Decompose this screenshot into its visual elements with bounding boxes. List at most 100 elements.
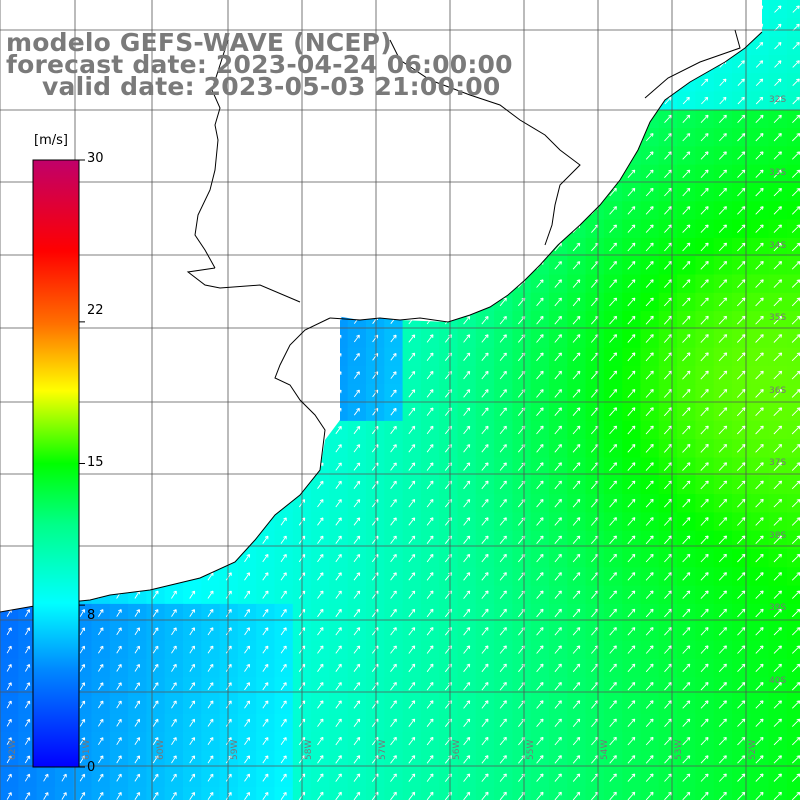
- wind-arrow: [609, 315, 618, 325]
- wind-cell: [786, 677, 800, 696]
- wind-arrow: [718, 169, 727, 179]
- wind-arrow: [609, 681, 617, 691]
- wind-arrow: [116, 663, 122, 672]
- wind-arrow: [682, 425, 691, 435]
- wind-arrow: [24, 755, 31, 764]
- wind-arrow: [755, 297, 764, 307]
- wind-arrow: [408, 462, 416, 471]
- wind-arrow: [481, 535, 489, 544]
- wind-arrow: [572, 755, 581, 764]
- wind-arrow: [572, 334, 581, 343]
- wind-arrow: [426, 462, 434, 471]
- wind-arrow: [353, 480, 361, 489]
- wind-arrow: [317, 553, 324, 563]
- wind-arrow: [664, 755, 672, 764]
- wind-arrow: [371, 480, 379, 489]
- wind-arrow: [463, 645, 471, 654]
- wind-arrow: [244, 572, 251, 581]
- wind-arrow: [426, 590, 434, 599]
- wind-arrow: [463, 535, 471, 544]
- wind-arrow: [335, 627, 342, 636]
- wind-arrow: [499, 681, 507, 691]
- wind-arrow: [353, 407, 360, 416]
- wind-arrow: [536, 425, 544, 435]
- wind-arrow: [554, 462, 562, 471]
- wind-arrow: [353, 773, 361, 782]
- wind-arrow: [481, 553, 489, 563]
- wind-arrow: [627, 773, 636, 782]
- wind-arrow: [627, 517, 636, 526]
- wind-arrow: [773, 279, 783, 288]
- wind-arrow: [664, 206, 672, 215]
- wind-arrow: [463, 517, 471, 526]
- longitude-label: 57W: [378, 740, 388, 760]
- wind-arrow: [335, 718, 342, 727]
- wind-arrow: [609, 535, 617, 545]
- wind-arrow: [755, 682, 764, 691]
- wind-arrow: [718, 462, 728, 471]
- wind-arrow: [645, 242, 654, 252]
- longitude-label: 61W: [82, 740, 92, 760]
- wind-arrow: [244, 773, 251, 782]
- wind-arrow: [390, 755, 397, 764]
- wind-arrow: [627, 443, 636, 453]
- wind-arrow: [335, 535, 342, 544]
- wind-arrow: [262, 718, 269, 727]
- wind-arrow: [463, 370, 471, 380]
- wind-cell: [786, 384, 800, 404]
- wind-arrow: [207, 737, 214, 746]
- wind-arrow: [481, 608, 489, 618]
- wind-arrow: [280, 682, 287, 691]
- wind-arrow: [773, 480, 783, 490]
- wind-arrow: [353, 334, 360, 343]
- wind-arrow: [317, 590, 324, 599]
- wind-arrow: [79, 718, 86, 727]
- wind-arrow: [609, 572, 617, 581]
- wind-arrow: [609, 462, 618, 471]
- wind-arrow: [773, 206, 782, 215]
- wind-arrow: [499, 663, 507, 673]
- wind-arrow: [773, 297, 783, 307]
- wind-arrow: [663, 425, 673, 435]
- wind-arrow: [700, 334, 709, 343]
- wind-arrow: [554, 700, 562, 709]
- wind-arrow: [280, 737, 287, 746]
- wind-arrow: [408, 498, 416, 508]
- wind-arrow: [481, 444, 489, 453]
- wind-cell: [786, 256, 800, 276]
- wind-arrow: [6, 645, 12, 654]
- wind-arrow: [116, 645, 122, 654]
- wind-arrow: [572, 553, 581, 563]
- wind-arrow: [426, 755, 434, 764]
- wind-arrow: [189, 773, 196, 782]
- wind-arrow: [152, 700, 159, 709]
- wind-arrow: [572, 261, 581, 270]
- wind-arrow: [755, 206, 764, 215]
- wind-arrow: [737, 517, 746, 526]
- wind-arrow: [280, 553, 287, 563]
- wind-arrow: [700, 517, 709, 526]
- wind-arrow: [645, 517, 654, 526]
- wind-arrow: [262, 535, 269, 544]
- wind-arrow: [682, 736, 691, 746]
- wind-arrow: [390, 517, 397, 526]
- wind-cell: [622, 786, 642, 800]
- wind-arrow: [682, 388, 691, 398]
- wind-arrow: [718, 736, 727, 746]
- wind-arrow: [609, 407, 618, 417]
- wind-arrow: [408, 755, 416, 764]
- wind-cell: [658, 786, 678, 800]
- wind-arrow: [755, 718, 764, 727]
- wind-arrow: [737, 736, 746, 746]
- wind-arrow: [207, 572, 214, 581]
- wind-arrow: [645, 151, 654, 160]
- wind-arrow: [755, 151, 764, 160]
- wind-arrow: [664, 224, 672, 233]
- wind-arrow: [6, 737, 12, 745]
- wind-arrow: [371, 499, 379, 508]
- wind-arrow: [701, 96, 709, 105]
- wind-arrow: [536, 663, 544, 673]
- wind-arrow: [609, 425, 618, 435]
- wind-arrow: [317, 682, 324, 691]
- wind-arrow: [719, 78, 727, 87]
